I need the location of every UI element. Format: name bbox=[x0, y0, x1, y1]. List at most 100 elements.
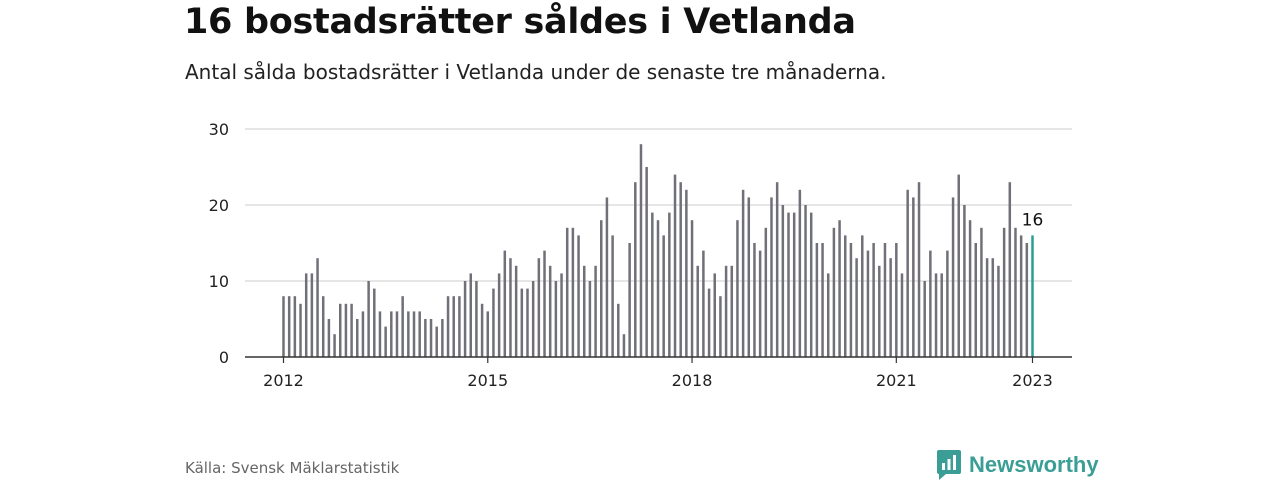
bar bbox=[753, 243, 756, 357]
bar bbox=[815, 243, 819, 357]
bar bbox=[293, 296, 297, 357]
bar bbox=[310, 273, 314, 357]
bar bbox=[844, 235, 847, 357]
bar bbox=[560, 273, 563, 357]
bar bbox=[912, 197, 915, 357]
bar bbox=[1014, 227, 1017, 357]
bar bbox=[929, 250, 932, 357]
bar bbox=[690, 220, 694, 357]
chart-title: 16 bostadsrätter såldes i Vetlanda bbox=[184, 2, 856, 42]
bar bbox=[651, 212, 654, 357]
bar bbox=[418, 311, 421, 357]
bar bbox=[861, 235, 864, 357]
bar bbox=[543, 250, 546, 357]
bar bbox=[611, 235, 614, 357]
bar bbox=[390, 311, 393, 357]
newsworthy-icon bbox=[937, 450, 961, 480]
bar bbox=[906, 189, 909, 357]
source-note: Källa: Svensk Mäklarstatistik bbox=[185, 459, 400, 477]
bar bbox=[1019, 235, 1023, 357]
bar bbox=[520, 288, 524, 357]
y-tick-label: 0 bbox=[219, 348, 229, 367]
bar bbox=[849, 243, 853, 357]
bar bbox=[548, 265, 552, 357]
bar bbox=[889, 258, 892, 357]
bar bbox=[696, 265, 699, 357]
chart-subtitle: Antal sålda bostadsrätter i Vetlanda und… bbox=[185, 60, 887, 84]
bar bbox=[679, 182, 682, 357]
bar bbox=[719, 296, 722, 357]
bar bbox=[327, 319, 331, 357]
bar bbox=[565, 227, 569, 357]
bar bbox=[639, 144, 643, 357]
bar bbox=[963, 205, 966, 357]
bar bbox=[469, 273, 472, 357]
bar bbox=[747, 197, 751, 357]
bar bbox=[571, 227, 575, 357]
highlighted-bar bbox=[1031, 235, 1034, 357]
bar bbox=[441, 319, 444, 357]
y-tick-label: 10 bbox=[209, 272, 229, 291]
bar bbox=[968, 220, 972, 357]
bar bbox=[554, 281, 558, 357]
bar bbox=[600, 220, 603, 357]
bar bbox=[951, 197, 955, 357]
bar bbox=[458, 296, 461, 357]
bar bbox=[1002, 227, 1006, 357]
brand-name: Newsworthy bbox=[969, 452, 1099, 477]
bar bbox=[946, 250, 949, 357]
bar bbox=[537, 258, 541, 357]
x-tick-label: 2021 bbox=[876, 371, 917, 390]
bar bbox=[463, 281, 467, 357]
bar bbox=[316, 258, 319, 357]
bar bbox=[957, 174, 960, 357]
bar bbox=[980, 227, 983, 357]
bar bbox=[356, 319, 359, 357]
bar bbox=[923, 281, 926, 357]
bar bbox=[934, 273, 938, 357]
bar bbox=[634, 182, 637, 357]
bar bbox=[373, 288, 376, 357]
bar bbox=[917, 182, 921, 357]
bar bbox=[446, 296, 450, 357]
bar bbox=[804, 205, 807, 357]
bar bbox=[883, 243, 887, 357]
bar bbox=[378, 311, 382, 357]
bar bbox=[770, 197, 773, 357]
bar bbox=[588, 281, 592, 357]
bar bbox=[991, 258, 995, 357]
bar bbox=[826, 273, 830, 357]
bar bbox=[758, 250, 762, 357]
bar bbox=[299, 303, 302, 357]
y-tick-label: 30 bbox=[209, 120, 229, 139]
bar bbox=[526, 288, 529, 357]
bar bbox=[509, 258, 512, 357]
bar bbox=[724, 265, 728, 357]
bar bbox=[900, 273, 904, 357]
bar bbox=[486, 311, 490, 357]
bar bbox=[492, 288, 495, 357]
bar bbox=[333, 334, 336, 357]
bar bbox=[866, 250, 870, 357]
bar bbox=[645, 167, 648, 357]
bar bbox=[809, 212, 813, 357]
bar bbox=[475, 281, 478, 357]
bar bbox=[384, 326, 387, 357]
x-tick-label: 2023 bbox=[1012, 371, 1053, 390]
bar bbox=[668, 212, 671, 357]
bar bbox=[895, 243, 898, 357]
bar bbox=[673, 174, 677, 357]
bar bbox=[594, 265, 597, 357]
bar bbox=[707, 288, 711, 357]
bar bbox=[656, 220, 660, 357]
bar bbox=[452, 296, 455, 357]
bar-chart: 0 10 20 30 2012 2015 2018 2021 2023 16 bbox=[209, 120, 1072, 390]
newsworthy-logo: Newsworthy bbox=[937, 449, 1099, 481]
bar bbox=[582, 265, 586, 357]
bar bbox=[287, 296, 291, 357]
bar bbox=[940, 273, 943, 357]
bar bbox=[662, 235, 665, 357]
bar bbox=[838, 220, 841, 357]
bar bbox=[764, 227, 768, 357]
bar bbox=[792, 212, 796, 357]
